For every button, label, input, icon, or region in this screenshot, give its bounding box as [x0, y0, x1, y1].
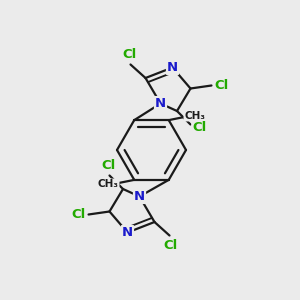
Text: Cl: Cl — [102, 159, 116, 172]
Text: CH₃: CH₃ — [184, 111, 205, 121]
Text: Cl: Cl — [72, 208, 86, 221]
Text: Cl: Cl — [123, 48, 137, 62]
Text: Cl: Cl — [214, 79, 228, 92]
Text: N: N — [134, 190, 145, 203]
Text: N: N — [167, 61, 178, 74]
Text: CH₃: CH₃ — [98, 179, 119, 189]
Text: N: N — [155, 97, 166, 110]
Text: Cl: Cl — [192, 121, 207, 134]
Text: N: N — [122, 226, 133, 239]
Text: Cl: Cl — [163, 238, 177, 252]
